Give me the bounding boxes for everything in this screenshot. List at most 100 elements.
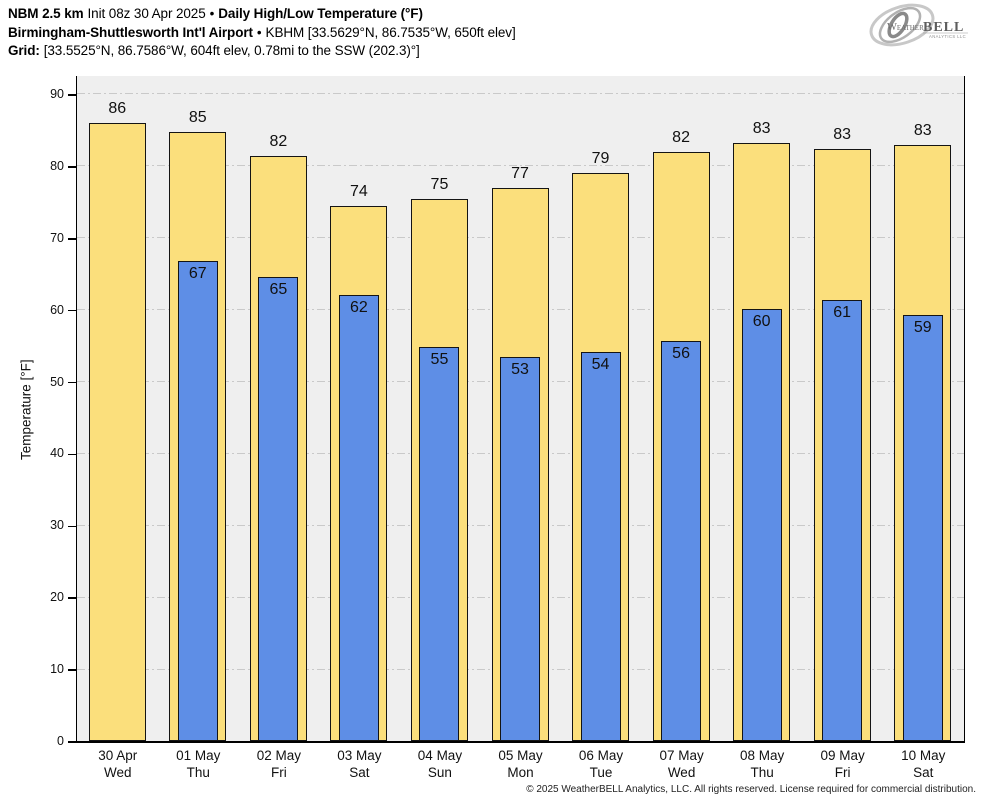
logo-analytics-text: Analytics LLC: [929, 34, 966, 39]
x-date: 04 May: [417, 748, 463, 763]
x-tick-label-10-may: 10 May Sat: [883, 748, 964, 781]
x-day: Sat: [913, 764, 934, 780]
high-value-label: 82: [269, 132, 288, 150]
x-tick-label-05-may: 05 May Mon: [480, 748, 561, 781]
low-bar-01-may: 67: [177, 261, 218, 741]
y-tick: [68, 309, 76, 312]
grid-value: [33.5525°N, 86.7586°W, 604ft elev, 0.78m…: [43, 43, 420, 58]
high-value-label: 86: [108, 99, 127, 117]
low-bar-07-may: 56: [661, 340, 702, 741]
y-tick-label: 0: [57, 734, 64, 748]
y-tick-label: 60: [50, 302, 64, 317]
gridline-90: [77, 93, 964, 95]
y-tick: [68, 381, 76, 384]
bullet-separator: •: [209, 6, 215, 21]
header-line-1: NBM 2.5 km Init 08z 30 Apr 2025 • Daily Hig…: [8, 5, 516, 24]
x-tick-label-01-may: 01 May Thu: [158, 748, 239, 781]
low-bar-02-may: 65: [258, 276, 299, 741]
y-tick: [68, 669, 76, 671]
weatherbell-logo: Weather BELL Analytics LLC: [866, 2, 980, 48]
low-bar-03-may: 62: [338, 295, 379, 741]
low-bar-04-may: 55: [419, 347, 460, 741]
low-bar-06-may: 54: [580, 352, 621, 741]
high-value-label: 77: [511, 165, 529, 183]
high-value-label: 82: [672, 129, 690, 147]
init-time: Init 08z 30 Apr 2025: [87, 6, 206, 21]
x-day: Fri: [834, 764, 851, 780]
x-date: 05 May: [498, 748, 543, 763]
y-tick-label: 30: [50, 518, 64, 533]
x-tick-label-04-may: 04 May Sun: [400, 748, 481, 781]
y-tick: [68, 166, 76, 168]
x-tick-label-09-may: 09 May Fri: [802, 748, 883, 781]
y-tick: [68, 525, 76, 528]
y-tick-label: 20: [50, 590, 64, 605]
high-value-label: 74: [350, 183, 368, 201]
station-name: Birmingham-Shuttlesworth Int'l Airport: [8, 24, 253, 40]
logo-weather-text: Weather: [887, 22, 924, 33]
low-value-label: 60: [752, 312, 771, 330]
y-tick-label: 40: [50, 446, 64, 461]
high-bar-30-apr: [88, 122, 146, 741]
x-date: 01 May: [176, 748, 221, 763]
header-line-3: Grid: [33.5525°N, 86.7586°W, 604ft elev, …: [8, 42, 516, 61]
gridline-80: [77, 165, 964, 167]
grid-label: Grid:: [8, 43, 40, 58]
y-tick: [68, 597, 76, 599]
low-value-label: 65: [269, 280, 288, 298]
x-tick-label-08-may: 08 May Thu: [722, 748, 803, 781]
low-value-label: 54: [591, 356, 610, 374]
x-date: 30 Apr: [98, 748, 138, 763]
x-day: Fri: [270, 764, 287, 780]
x-tick-label-07-may: 07 May Wed: [641, 748, 722, 781]
x-date: 08 May: [739, 748, 785, 763]
x-tick-label-06-may: 06 May Tue: [561, 748, 642, 781]
low-bar-05-may: 53: [500, 357, 540, 741]
low-bar-08-may: 60: [741, 308, 782, 741]
x-day: Sun: [427, 764, 452, 780]
chart-header: NBM 2.5 km Init 08z 30 Apr 2025 • Daily Hig…: [8, 5, 516, 61]
logo-bell-text: BELL: [923, 20, 964, 35]
low-bar-09-may: 61: [822, 300, 863, 741]
x-date: 06 May: [578, 748, 624, 763]
hurricane-swirl-icon: Weather BELL Analytics LLC: [869, 3, 968, 47]
low-value-label: 53: [511, 361, 529, 379]
x-day: Thu: [750, 764, 774, 780]
y-tick-label: 10: [50, 662, 64, 677]
low-value-label: 67: [188, 265, 207, 283]
high-value-label: 83: [752, 119, 771, 137]
low-value-label: 55: [430, 351, 449, 369]
x-date: 10 May: [901, 748, 946, 763]
x-day: Thu: [186, 764, 210, 780]
x-tick-label-30-apr: 30 Apr Wed: [78, 748, 159, 781]
x-date: 03 May: [337, 748, 382, 763]
x-date: 02 May: [256, 748, 301, 763]
page-title: Daily High/Low Temperature (°F): [218, 6, 423, 21]
y-tick-label: 80: [50, 158, 64, 173]
y-axis-title: Temperature [°F]: [18, 359, 34, 460]
y-tick: [68, 741, 76, 743]
bullet-separator: •: [256, 24, 262, 40]
low-value-label: 59: [913, 319, 932, 337]
high-value-label: 85: [188, 109, 207, 127]
x-day: Wed: [104, 764, 132, 780]
header-line-2: Birmingham-Shuttlesworth Int'l Airport • K…: [8, 24, 516, 43]
high-value-label: 75: [430, 175, 449, 193]
low-value-label: 61: [833, 304, 852, 322]
x-date: 09 May: [820, 748, 865, 763]
model-name: NBM 2.5 km: [8, 6, 84, 21]
low-bar-10-may: 59: [902, 315, 943, 741]
x-tick-label-03-may: 03 May Sat: [319, 748, 400, 781]
x-day: Wed: [667, 764, 696, 780]
high-value-label: 79: [591, 150, 610, 168]
x-day: Mon: [507, 764, 534, 780]
x-day: Tue: [589, 764, 613, 780]
high-value-label: 83: [833, 125, 852, 143]
high-value-label: 83: [913, 122, 932, 140]
copyright-notice: © 2025 WeatherBELL Analytics, LLC. All r…: [526, 784, 976, 795]
plot-area: 86 85 67 82 65 74 62 75 55 77 53 79 54 82 56 83 60 83 61 83…: [76, 76, 965, 743]
y-tick: [68, 453, 76, 456]
x-date: 07 May: [659, 748, 704, 763]
y-tick: [68, 238, 76, 240]
